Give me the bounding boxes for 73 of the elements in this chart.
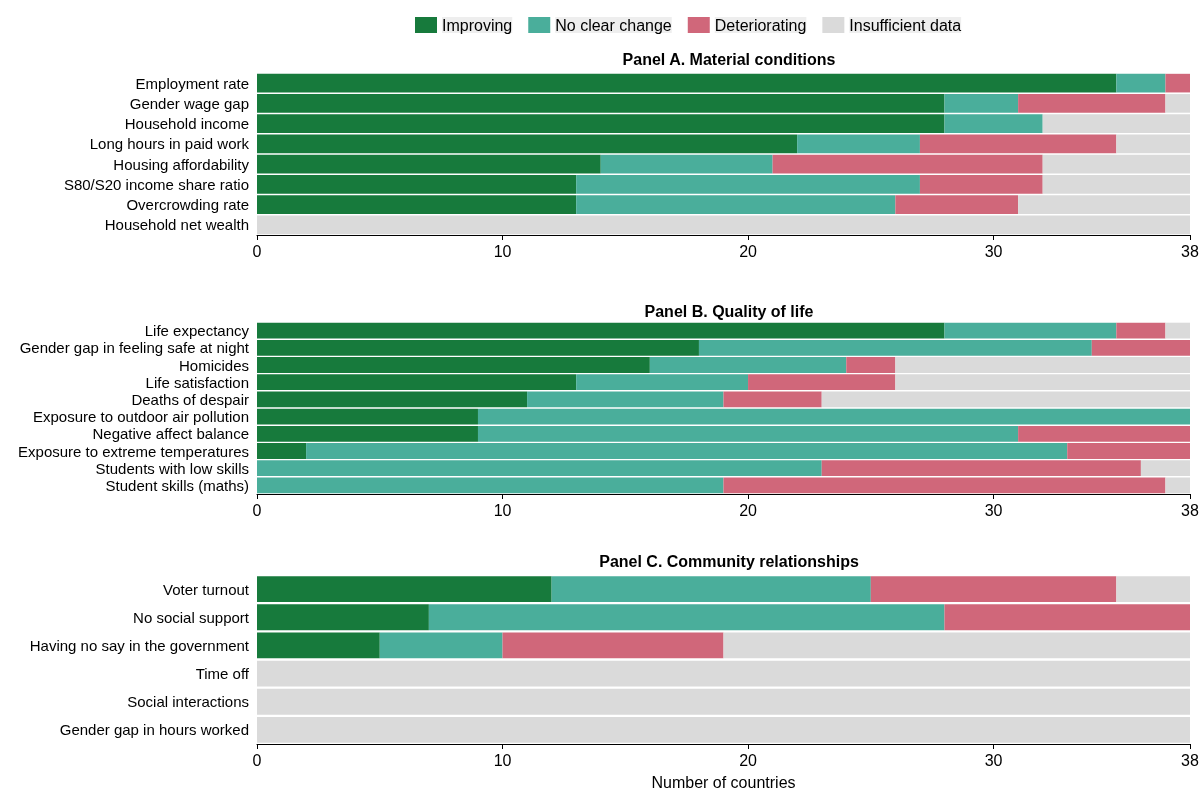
- legend-label: No clear change: [555, 16, 672, 34]
- x-tick-label: 0: [252, 242, 262, 260]
- y-tick-label: S80/S20 income share ratio: [63, 175, 249, 193]
- bar: [257, 134, 798, 154]
- bar: [944, 604, 1190, 631]
- x-tick-label: 0: [252, 501, 262, 519]
- y-tick-label: No social support: [133, 608, 250, 626]
- y-tick-label: Social interactions: [127, 693, 249, 711]
- y-tick-label: Time off: [195, 665, 250, 683]
- x-tick-label: 20: [739, 751, 758, 769]
- bar: [1165, 73, 1190, 93]
- bar: [257, 660, 1190, 687]
- y-tick-label: Deaths of despair: [131, 390, 249, 408]
- y-tick-label: Gender gap in hours worked: [59, 721, 249, 739]
- x-tick-label: 30: [984, 242, 1003, 260]
- y-tick-label: Negative affect balance: [92, 425, 249, 443]
- y-tick-label: Exposure to extreme temperatures: [18, 442, 249, 460]
- bar: [1116, 73, 1166, 93]
- y-tick-label: Gender gap in feeling safe at night: [19, 339, 250, 357]
- bar: [870, 576, 1117, 603]
- x-tick-label: 38: [1181, 242, 1199, 260]
- bar: [502, 632, 724, 659]
- bar: [379, 632, 503, 659]
- y-tick-label: Gender wage gap: [129, 94, 249, 112]
- legend-label: Insufficient data: [849, 16, 962, 34]
- bar: [257, 576, 552, 603]
- bar: [1116, 576, 1190, 603]
- x-tick-label: 10: [493, 501, 512, 519]
- y-tick-label: Overcrowding rate: [126, 196, 249, 214]
- y-tick-label: Household income: [124, 115, 249, 133]
- bar: [428, 604, 945, 631]
- bar: [1116, 134, 1190, 154]
- bar: [1018, 94, 1166, 113]
- bar: [772, 154, 1043, 174]
- x-tick-label: 38: [1181, 751, 1199, 769]
- x-tick-label: 20: [739, 501, 758, 519]
- bar: [919, 134, 1117, 154]
- legend-label: Deteriorating: [714, 16, 807, 34]
- x-axis-title: Number of countries: [651, 773, 796, 791]
- y-tick-label: Having no say in the government: [29, 636, 250, 654]
- y-tick-label: Long hours in paid work: [89, 135, 250, 153]
- bar: [257, 154, 601, 174]
- y-tick-label: Employment rate: [135, 74, 249, 92]
- y-tick-label: Life expectancy: [144, 322, 250, 340]
- x-tick-label: 20: [739, 242, 758, 260]
- bar: [797, 134, 920, 154]
- legend-label: Improving: [442, 16, 513, 34]
- x-tick-label: 0: [252, 751, 262, 769]
- x-tick-label: 30: [984, 751, 1003, 769]
- bar: [257, 688, 1190, 715]
- y-tick-label: Life satisfaction: [145, 373, 249, 391]
- x-tick-label: 10: [493, 751, 512, 769]
- bar: [257, 73, 1117, 93]
- bar: [257, 632, 380, 659]
- x-tick-label: 10: [493, 242, 512, 260]
- bar: [1042, 154, 1190, 174]
- chart-title: Panel A. Material conditions: [622, 50, 836, 68]
- y-tick-label: Household net wealth: [104, 216, 249, 234]
- y-tick-label: Student skills (maths): [105, 476, 249, 494]
- x-tick-label: 38: [1181, 501, 1199, 519]
- y-tick-label: Students with low skills: [95, 459, 249, 477]
- y-tick-label: Voter turnout: [163, 580, 250, 598]
- bar: [257, 604, 429, 631]
- bar: [723, 632, 1190, 659]
- chart-title: Panel B. Quality of life: [644, 302, 814, 320]
- y-tick-label: Homicides: [178, 356, 249, 374]
- bar: [600, 154, 773, 174]
- bar: [551, 576, 871, 603]
- y-tick-label: Exposure to outdoor air pollution: [33, 408, 249, 426]
- y-tick-label: Housing affordability: [113, 155, 250, 173]
- bar: [1165, 322, 1190, 339]
- chart-title: Panel C. Community relationships: [599, 552, 859, 570]
- x-tick-label: 30: [984, 501, 1003, 519]
